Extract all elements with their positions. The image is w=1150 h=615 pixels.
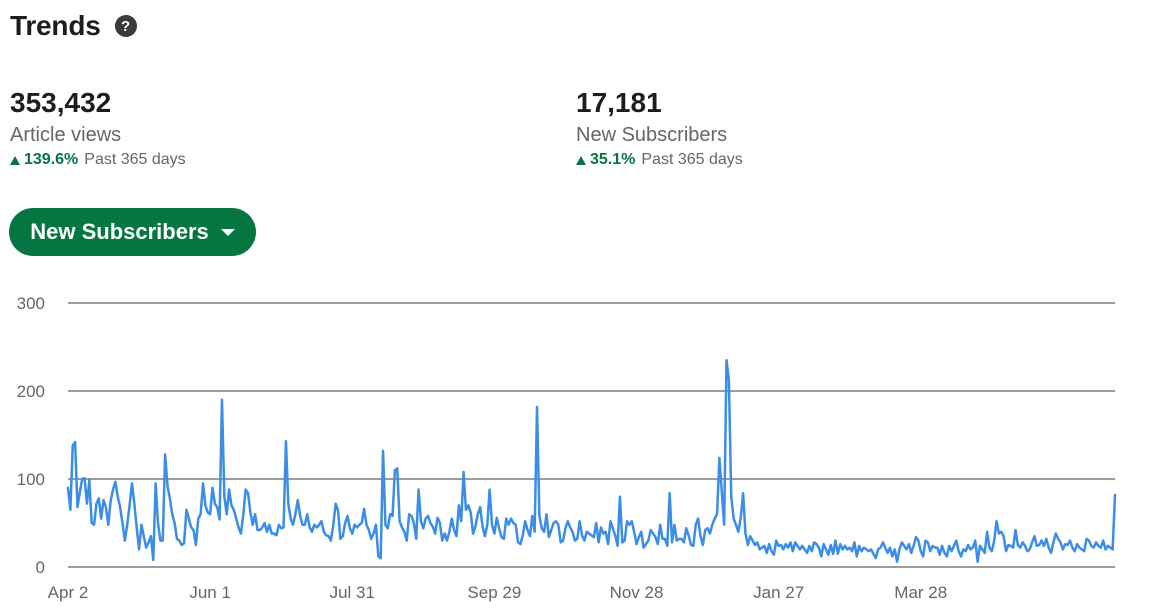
change-percent: 35.1% — [590, 151, 636, 168]
stat-change: 139.6% Past 365 days — [10, 151, 186, 169]
x-tick-label: Apr 2 — [48, 583, 89, 602]
help-icon[interactable]: ? — [114, 15, 137, 37]
caret-down-icon — [220, 228, 235, 236]
y-tick-label: 0 — [36, 558, 45, 577]
stat-new-subscribers: 17,181 New Subscribers 35.1% Past 365 da… — [576, 86, 743, 169]
page-title: Trends — [10, 10, 101, 41]
stat-change: 35.1% Past 365 days — [576, 151, 743, 169]
y-tick-label: 100 — [17, 470, 45, 489]
stat-value: 17,181 — [576, 87, 662, 118]
series-line — [66, 358, 1117, 563]
change-period: Past 365 days — [641, 151, 743, 168]
trend-up-icon — [576, 155, 586, 165]
x-tick-label: Nov 28 — [610, 583, 664, 602]
change-period: Past 365 days — [84, 151, 186, 168]
change-percent: 139.6% — [24, 151, 79, 168]
x-tick-label: Sep 29 — [467, 583, 521, 602]
stat-label: New Subscribers — [576, 124, 728, 146]
x-tick-label: Jun 1 — [189, 583, 231, 602]
x-tick-label: Jul 31 — [330, 583, 375, 602]
y-tick-label: 300 — [17, 294, 45, 313]
header: Trends ? — [10, 10, 137, 42]
trend-up-icon — [10, 155, 20, 165]
metric-dropdown-button[interactable]: New Subscribers — [9, 208, 256, 256]
subscribers-line-chart: 0 100 200 300 Apr 2 Jun 1 Jul 31 Sep 29 Nov 28 Ja… — [17, 294, 1117, 602]
x-tick-label: Jan 27 — [753, 583, 804, 602]
stat-article-views: 353,432 Article views 139.6% Past 365 da… — [10, 86, 186, 169]
y-tick-label: 200 — [17, 382, 45, 401]
metric-dropdown-label: New Subscribers — [30, 219, 209, 244]
stat-value: 353,432 — [10, 87, 112, 118]
x-tick-label: Mar 28 — [894, 583, 947, 602]
stat-label: Article views — [10, 124, 122, 146]
